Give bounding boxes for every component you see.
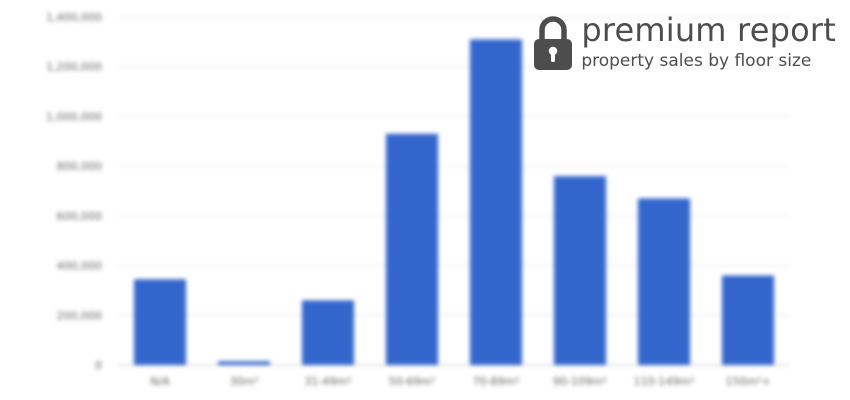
x-tick-label: 110-149m² bbox=[633, 375, 694, 388]
premium-report-badge: premium report property sales by floor s… bbox=[533, 12, 836, 72]
y-tick-label: 200,000 bbox=[57, 309, 103, 322]
x-tick-label: 50-69m² bbox=[388, 375, 435, 388]
x-tick-label: 30m² bbox=[229, 375, 258, 388]
y-tick-label: 400,000 bbox=[57, 260, 103, 273]
y-tick-label: 1,200,000 bbox=[46, 61, 102, 74]
x-tick-label: 70-89m² bbox=[472, 375, 519, 388]
x-tick-label: 31-49m² bbox=[304, 375, 351, 388]
bar bbox=[217, 361, 271, 365]
y-tick-label: 800,000 bbox=[57, 160, 103, 173]
bar bbox=[133, 279, 187, 365]
bar bbox=[553, 176, 607, 365]
bar bbox=[637, 198, 691, 365]
x-tick-label: 90-109m² bbox=[553, 375, 607, 388]
y-tick-label: 0 bbox=[95, 359, 102, 372]
bar bbox=[721, 275, 775, 365]
y-tick-label: 600,000 bbox=[57, 210, 103, 223]
bars bbox=[133, 39, 775, 365]
lock-icon bbox=[534, 16, 573, 70]
y-tick-label: 1,000,000 bbox=[46, 110, 102, 123]
bar bbox=[385, 133, 439, 365]
bar bbox=[469, 39, 523, 365]
bar bbox=[301, 300, 355, 365]
x-tick-label: N/A bbox=[150, 375, 170, 388]
x-tick-label: 150m²+ bbox=[725, 375, 770, 388]
badge-title: premium report bbox=[581, 11, 836, 49]
badge-subtitle: property sales by floor size bbox=[581, 51, 812, 71]
y-axis: 0 200,000 400,000 600,000 800,000 1,000,000 1,… bbox=[46, 11, 102, 372]
y-tick-label: 1,400,000 bbox=[46, 11, 102, 24]
x-axis: N/A 30m² 31-49m² 50-69m² 70-89m² 90-109m² 110-… bbox=[150, 375, 770, 388]
gridlines bbox=[118, 16, 790, 366]
